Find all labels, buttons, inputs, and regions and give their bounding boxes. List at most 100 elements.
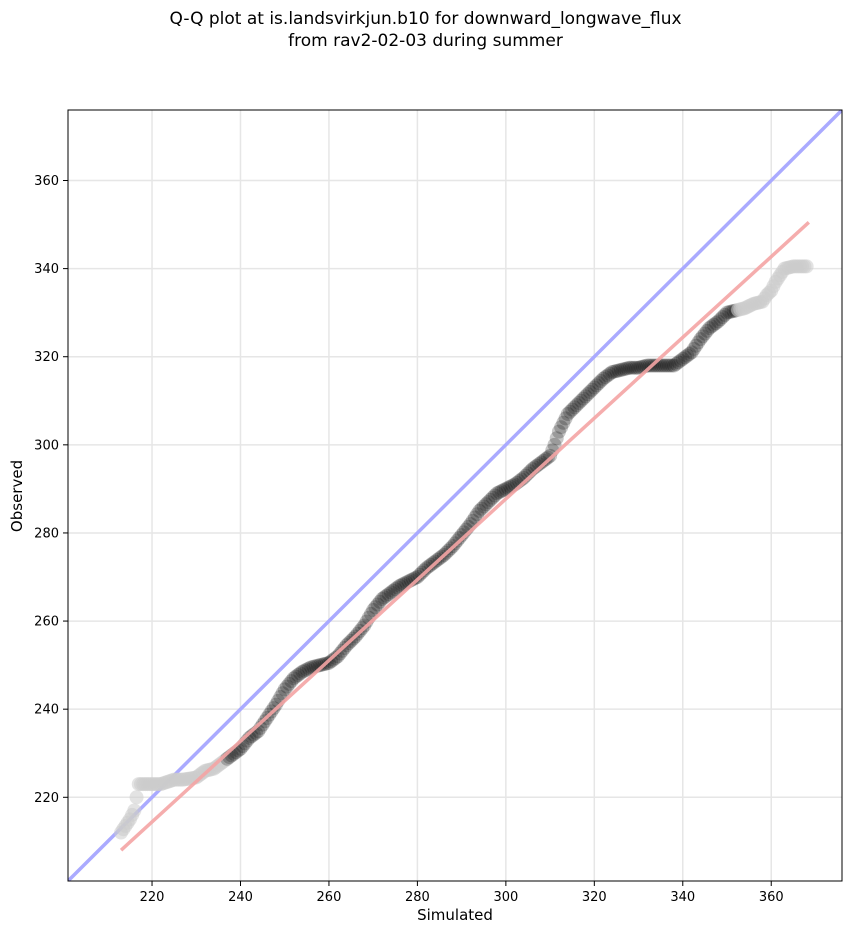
quantile-point xyxy=(571,395,586,410)
quantile-point xyxy=(284,674,299,689)
quantile-point xyxy=(375,592,390,607)
quantile-point xyxy=(472,503,487,518)
quantile-point xyxy=(574,393,589,408)
quantile-point xyxy=(649,358,664,373)
quantile-point xyxy=(549,431,564,446)
quantile-point xyxy=(492,485,507,500)
x-tick-label: 240 xyxy=(228,890,253,905)
quantile-point xyxy=(587,380,602,395)
quantile-point xyxy=(605,365,620,380)
quantile-point xyxy=(680,348,695,363)
quantile-point xyxy=(470,507,485,522)
x-axis-label: Simulated xyxy=(417,906,493,924)
quantile-point xyxy=(578,389,593,404)
chart-title: Q-Q plot at is.landsvirkjun.b10 for down… xyxy=(0,8,851,52)
quantile-point xyxy=(496,482,511,497)
quantile-point xyxy=(686,342,701,357)
quantile-point xyxy=(540,450,555,465)
quantile-point xyxy=(664,358,679,373)
quantile-point xyxy=(631,360,646,375)
quantile-point xyxy=(408,571,423,586)
quantile-point xyxy=(620,361,635,376)
quantile-point xyxy=(658,358,673,373)
quantile-point xyxy=(485,490,500,505)
quantile-point xyxy=(700,323,715,338)
quantile-point xyxy=(673,353,688,368)
quantile-point xyxy=(567,400,582,415)
quantile-point xyxy=(501,480,516,495)
quantile-point xyxy=(487,488,502,503)
quantile-point xyxy=(474,501,489,516)
y-tick-label: 320 xyxy=(34,350,59,365)
quantile-point xyxy=(560,406,575,421)
quantile-point xyxy=(388,582,403,597)
x-tick-label: 300 xyxy=(493,890,518,905)
quantile-point xyxy=(372,594,387,609)
quantile-point xyxy=(279,679,294,694)
quantile-point xyxy=(799,259,814,274)
quantile-point xyxy=(282,676,297,691)
quantile-point xyxy=(602,366,617,381)
quantile-point xyxy=(370,597,385,612)
quantile-point xyxy=(538,452,553,467)
quantile-point xyxy=(452,530,467,545)
y-axis-label: Observed xyxy=(8,460,26,532)
quantile-point xyxy=(268,697,283,712)
quantile-point xyxy=(596,371,611,386)
quantile-point xyxy=(481,495,496,510)
quantile-point xyxy=(662,358,677,373)
quantile-point xyxy=(693,332,708,347)
quantile-point xyxy=(589,378,604,393)
y-tick-label: 360 xyxy=(34,174,59,189)
quantile-point xyxy=(543,448,558,463)
quantile-point xyxy=(383,585,398,600)
quantile-point xyxy=(288,669,303,684)
quantile-point xyxy=(467,510,482,525)
axis-ticks: 220 240 260 280 300 320 340 360 220 240 260 280 300 3… xyxy=(34,174,783,905)
y-tick-label: 300 xyxy=(34,438,59,453)
quantile-point xyxy=(576,391,591,406)
quantile-point xyxy=(324,654,339,669)
quantile-point xyxy=(558,411,573,426)
quantile-point xyxy=(478,497,493,512)
quantile-point xyxy=(547,437,562,452)
x-tick-label: 320 xyxy=(582,890,607,905)
quantile-point xyxy=(669,356,684,371)
quantile-point xyxy=(498,481,513,496)
quantile-point xyxy=(616,362,631,377)
quantile-point xyxy=(286,671,301,686)
quantile-point xyxy=(720,305,735,320)
quantile-point xyxy=(295,664,310,679)
quantile-point xyxy=(611,363,626,378)
quantile-point xyxy=(717,307,732,322)
quantile-point xyxy=(593,373,608,388)
quantile-point xyxy=(655,358,670,373)
reference-line xyxy=(68,110,842,881)
quantile-point xyxy=(666,358,681,373)
quantile-point xyxy=(368,600,383,615)
quantile-point xyxy=(598,370,613,385)
quantile-point xyxy=(609,364,624,379)
quantile-point xyxy=(682,346,697,361)
quantile-point xyxy=(392,578,407,593)
quantile-point xyxy=(277,682,292,697)
quantile-point xyxy=(704,319,719,334)
quantile-point xyxy=(127,803,142,818)
quantile-point xyxy=(622,360,637,375)
quantile-point xyxy=(713,312,728,327)
quantile-point xyxy=(640,358,655,373)
quantile-point xyxy=(313,658,328,673)
quantile-point xyxy=(326,652,341,667)
quantile-point xyxy=(536,453,551,468)
y-tick-label: 240 xyxy=(34,703,59,718)
quantile-point xyxy=(585,382,600,397)
plot-marks xyxy=(68,110,842,881)
quantile-point xyxy=(660,358,675,373)
quantile-point xyxy=(377,590,392,605)
quantile-point xyxy=(275,686,290,701)
quantile-point xyxy=(490,486,505,501)
quantile-point xyxy=(582,384,597,399)
y-tick-label: 220 xyxy=(34,791,59,806)
quantile-point xyxy=(677,350,692,365)
